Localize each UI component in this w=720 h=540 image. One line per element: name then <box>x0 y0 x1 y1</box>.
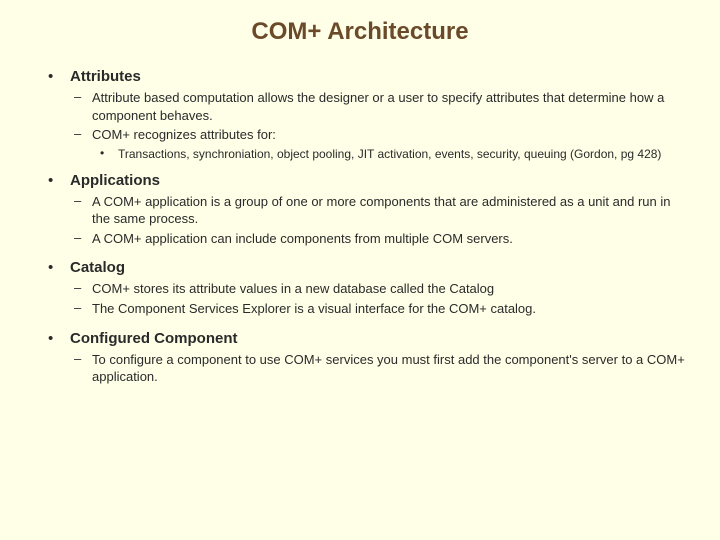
dash-icon: – <box>70 230 92 248</box>
sublist-item: •Transactions, synchroniation, object po… <box>70 146 690 162</box>
section: •Catalog –COM+ stores its attribute value… <box>30 259 690 319</box>
section-heading: Applications <box>70 172 690 189</box>
list-item: –The Component Services Explorer is a vi… <box>70 300 690 318</box>
section: •Attributes–Attribute based computation … <box>30 68 690 162</box>
list-item: –COM+ stores its attribute values in a n… <box>70 280 690 298</box>
bullet-icon: • <box>100 146 118 162</box>
dash-icon: – <box>70 351 92 386</box>
dash-icon: – <box>70 280 92 298</box>
list-item: –To configure a component to use COM+ se… <box>70 351 690 386</box>
sublist-item-text: Transactions, synchroniation, object poo… <box>118 146 690 162</box>
dash-icon: – <box>70 300 92 318</box>
list-item: –COM+ recognizes attributes for: <box>70 126 690 144</box>
list-item-text: A COM+ application can include component… <box>92 230 690 248</box>
section: •Applications –A COM+ application is a gr… <box>30 172 690 250</box>
dash-icon: – <box>70 193 92 228</box>
list-item-text: COM+ stores its attribute values in a ne… <box>92 280 690 298</box>
slide-content: •Attributes–Attribute based computation … <box>30 68 690 388</box>
bullet-icon: • <box>30 259 70 319</box>
list-item-text: Attribute based computation allows the d… <box>92 89 690 124</box>
bullet-icon: • <box>30 172 70 250</box>
bullet-icon: • <box>30 68 70 162</box>
section-heading: Attributes <box>70 68 690 85</box>
section: •Configured Component –To configure a com… <box>30 330 690 388</box>
slide-title: COM+ Architecture <box>30 18 690 46</box>
list-item-text: A COM+ application is a group of one or … <box>92 193 690 228</box>
list-item: –Attribute based computation allows the … <box>70 89 690 124</box>
list-item: –A COM+ application is a group of one or… <box>70 193 690 228</box>
list-item-text: The Component Services Explorer is a vis… <box>92 300 690 318</box>
section-heading: Catalog <box>70 259 690 276</box>
list-item-text: To configure a component to use COM+ ser… <box>92 351 690 386</box>
list-item: –A COM+ application can include componen… <box>70 230 690 248</box>
bullet-icon: • <box>30 330 70 388</box>
section-heading: Configured Component <box>70 330 690 347</box>
dash-icon: – <box>70 89 92 124</box>
dash-icon: – <box>70 126 92 144</box>
list-item-text: COM+ recognizes attributes for: <box>92 126 690 144</box>
